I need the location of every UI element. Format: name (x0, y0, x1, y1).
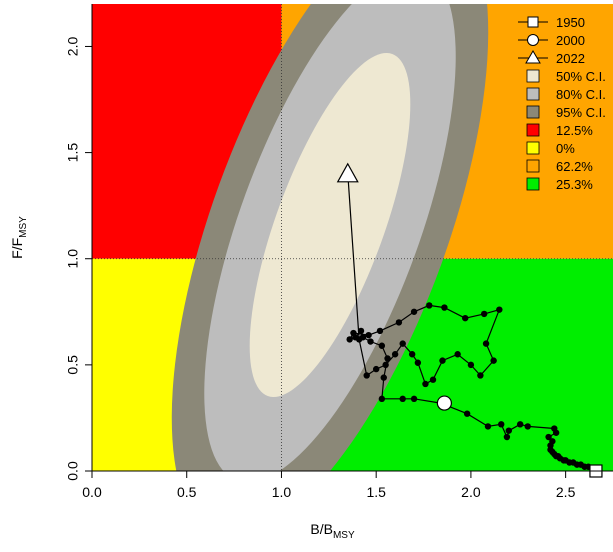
trajectory-point (484, 423, 492, 430)
x-tick-label: 2.5 (556, 484, 576, 500)
legend-label: 62.2% (556, 159, 593, 174)
trajectory-point (350, 329, 357, 337)
trajectory-point (480, 310, 488, 318)
trajectory-point (410, 395, 418, 403)
trajectory-point (391, 351, 399, 358)
trajectory-point (549, 438, 556, 445)
legend-swatch (526, 105, 540, 119)
trajectory-point (551, 425, 558, 432)
legend-triangle-marker (525, 50, 541, 64)
y-tick-label: 1.5 (65, 143, 81, 163)
trajectory-point (372, 365, 380, 373)
legend-swatch (526, 159, 540, 173)
trajectory-point (482, 340, 490, 347)
trajectory-point (376, 327, 384, 335)
trajectory-point (384, 355, 391, 362)
trajectory-point (503, 433, 511, 441)
trajectory-point (524, 423, 531, 430)
trajectory-point (454, 351, 461, 358)
y-axis-title: F/FMSY (9, 216, 29, 259)
trajectory-point (496, 306, 503, 313)
legend-label: 1950 (556, 15, 585, 30)
trajectory-point (346, 336, 353, 343)
legend-label: 0% (556, 141, 575, 156)
year-markers (336, 162, 603, 478)
y-tick-label: 2.0 (65, 37, 81, 57)
trajectory-point (395, 319, 403, 326)
legend-label: 2022 (556, 51, 585, 66)
trajectory-point (426, 302, 433, 309)
legend-swatch (526, 123, 540, 137)
legend-circle-marker (527, 34, 539, 46)
legend-label: 80% C.I. (556, 87, 606, 102)
trajectory-point (441, 304, 448, 311)
trajectory-point (414, 359, 422, 366)
trajectory-point (408, 351, 416, 358)
x-tick-label: 0.0 (82, 484, 102, 500)
marker-2022 (336, 162, 359, 183)
legend-label: 12.5% (556, 123, 593, 138)
trajectory-point (516, 421, 524, 428)
marker-2000 (436, 395, 452, 411)
trajectory-point (357, 327, 365, 335)
legend-square-marker (527, 16, 539, 28)
trajectory-point (477, 372, 484, 379)
y-tick-label: 0.5 (65, 355, 81, 375)
legend-swatch (526, 177, 540, 191)
legend: 1950 2000 2022 50% C.I. 80% C.I. 95% C.I. 12.5… (518, 15, 606, 192)
legend-label: 25.3% (556, 177, 593, 192)
trajectory-point (505, 427, 512, 434)
x-tick-label: 2.0 (461, 484, 481, 500)
trajectory-point (545, 433, 552, 441)
trajectory-point (363, 372, 370, 379)
trajectory-point (439, 357, 446, 364)
trajectory-point (490, 357, 497, 364)
legend-swatch (526, 87, 540, 101)
x-tick-label: 1.5 (366, 484, 386, 500)
legend-label: 2000 (556, 33, 585, 48)
trajectory-point (399, 340, 406, 347)
legend-swatch (526, 69, 540, 83)
x-tick-label: 1.0 (272, 484, 292, 500)
y-tick-label: 0.0 (65, 461, 81, 481)
x-axis-title: B/BMSY (310, 521, 355, 541)
trajectory-point (399, 395, 406, 403)
trajectory-point (382, 361, 389, 369)
legend-label: 95% C.I. (556, 105, 606, 120)
trajectory-point (380, 374, 387, 381)
legend-label: 50% C.I. (556, 69, 606, 84)
trajectory-point (429, 376, 437, 383)
confidence-regions (171, 4, 489, 471)
y-tick-label: 1.0 (65, 249, 81, 269)
trajectory-point (365, 331, 372, 339)
ci-region-50 (249, 52, 411, 398)
x-tick-label: 0.5 (177, 484, 197, 500)
trajectory-point (498, 421, 505, 428)
trajectory-point (463, 410, 471, 417)
legend-swatch (526, 141, 540, 155)
trajectory-point (378, 395, 386, 403)
trajectory-point (410, 308, 418, 315)
trajectory-point (467, 361, 475, 369)
trajectory-point (367, 338, 374, 345)
trajectory-point (355, 336, 363, 343)
trajectory-point (378, 342, 386, 349)
trajectory-point (462, 314, 469, 322)
trajectory-point (422, 380, 429, 388)
